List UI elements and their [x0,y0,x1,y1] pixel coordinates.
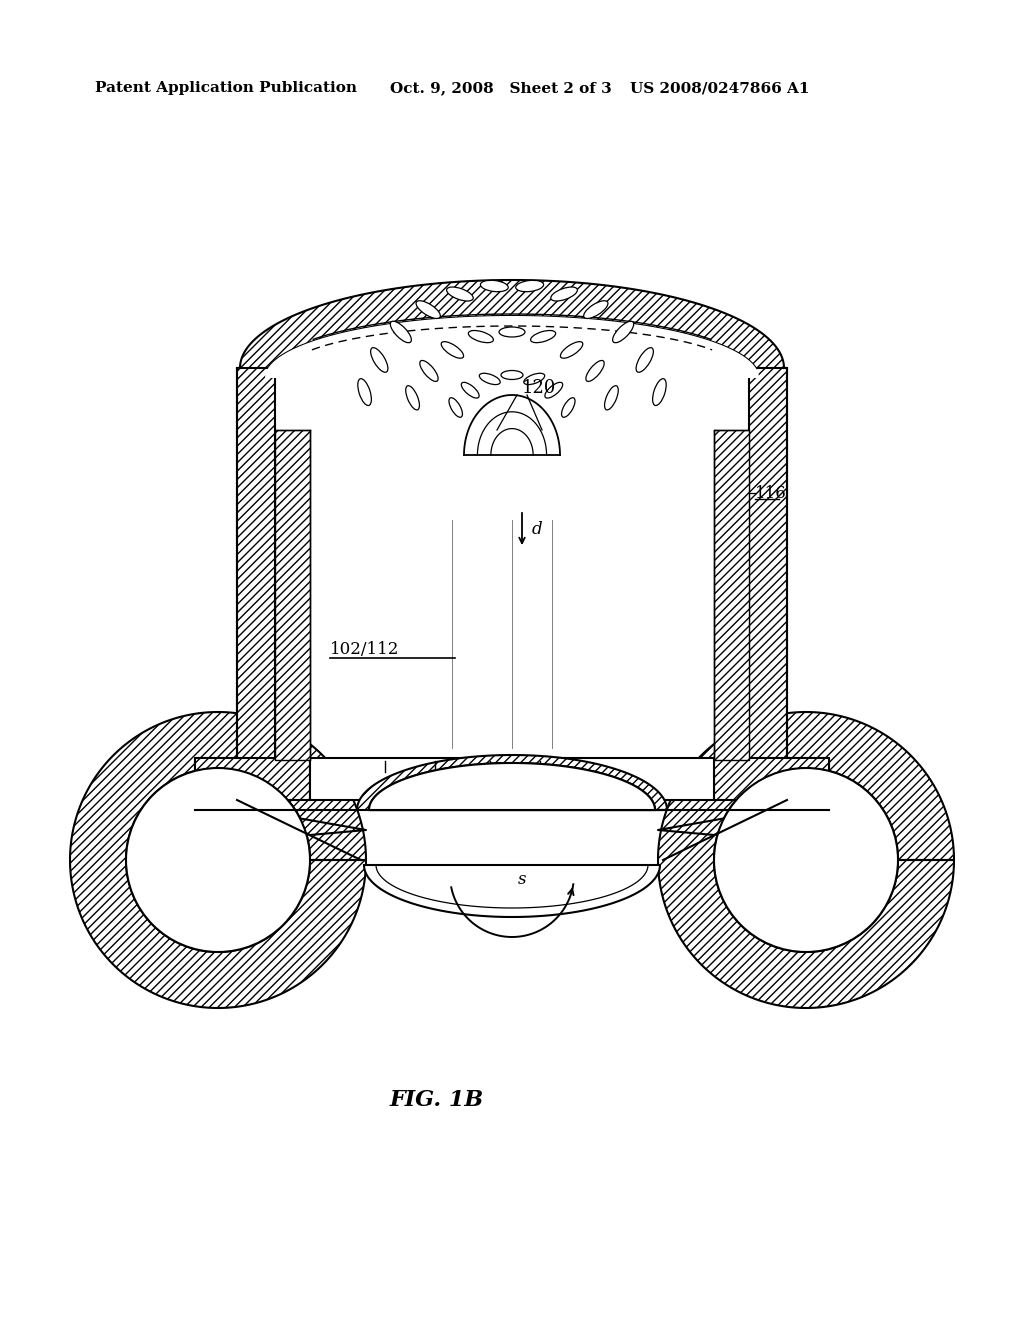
Text: 102/112: 102/112 [330,642,399,659]
Polygon shape [658,711,954,1008]
Ellipse shape [416,301,440,318]
Ellipse shape [560,342,583,358]
Ellipse shape [551,286,578,301]
Ellipse shape [371,347,388,372]
Ellipse shape [449,397,463,417]
Polygon shape [749,368,787,760]
Text: s: s [518,871,526,888]
Ellipse shape [480,280,508,292]
Ellipse shape [584,301,608,318]
Ellipse shape [441,342,464,358]
Text: FIG. 1B: FIG. 1B [390,1089,484,1111]
Ellipse shape [636,347,653,372]
Ellipse shape [501,371,523,380]
Polygon shape [714,430,749,760]
Polygon shape [310,758,714,800]
Ellipse shape [612,321,634,343]
Ellipse shape [420,360,438,381]
Polygon shape [714,758,829,800]
Ellipse shape [446,286,473,301]
Text: 120: 120 [522,379,556,397]
Circle shape [126,768,310,952]
Text: US 2008/0247866 A1: US 2008/0247866 A1 [630,81,810,95]
Ellipse shape [586,360,604,381]
Text: Oct. 9, 2008   Sheet 2 of 3: Oct. 9, 2008 Sheet 2 of 3 [390,81,611,95]
Polygon shape [369,763,655,810]
Ellipse shape [516,280,544,292]
Polygon shape [195,758,310,800]
Polygon shape [364,865,660,917]
Ellipse shape [652,379,667,405]
Text: d: d [532,520,543,537]
Polygon shape [310,430,714,760]
Polygon shape [265,315,759,378]
Polygon shape [310,314,714,430]
Ellipse shape [461,383,479,399]
Ellipse shape [468,330,494,343]
Ellipse shape [604,385,618,411]
Circle shape [714,768,898,952]
Ellipse shape [545,383,563,399]
Polygon shape [357,755,667,810]
Polygon shape [237,368,275,760]
Polygon shape [658,758,829,836]
Polygon shape [275,430,310,760]
Ellipse shape [499,327,525,337]
Ellipse shape [357,379,372,405]
Text: 116: 116 [755,484,786,502]
Ellipse shape [530,330,556,343]
Polygon shape [464,395,560,455]
Ellipse shape [406,385,420,411]
Ellipse shape [390,321,412,343]
Ellipse shape [561,397,575,417]
Polygon shape [240,280,784,378]
Ellipse shape [524,374,545,384]
Ellipse shape [479,374,500,384]
Polygon shape [195,758,366,836]
Text: Patent Application Publication: Patent Application Publication [95,81,357,95]
Polygon shape [70,711,366,1008]
